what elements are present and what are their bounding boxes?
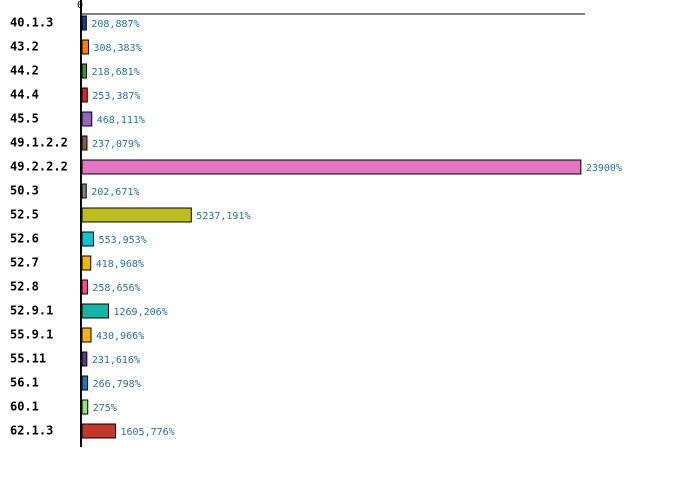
value-label: 218,681% (92, 67, 140, 78)
category-label: 52.8 (10, 280, 39, 294)
bar (81, 231, 95, 247)
bar (81, 279, 88, 295)
value-label: 553,953% (99, 235, 147, 246)
bar (81, 111, 93, 127)
value-label: 1269,206% (113, 307, 167, 318)
value-label: 266,798% (93, 379, 141, 390)
value-label: 202,671% (91, 187, 139, 198)
category-label: 44.4 (10, 88, 39, 102)
value-label: 253,387% (92, 91, 140, 102)
value-label: 430,966% (96, 331, 144, 342)
value-label: 258,656% (92, 283, 140, 294)
category-label: 62.1.3 (10, 424, 53, 438)
bar (81, 327, 92, 343)
bar (81, 351, 88, 367)
value-label: 1605,776% (121, 427, 175, 438)
bar (81, 207, 192, 223)
value-label: 468,111% (97, 115, 145, 126)
value-label: 231,616% (92, 355, 140, 366)
bar (81, 255, 92, 271)
category-label: 52.5 (10, 208, 39, 222)
category-label: 55.11 (10, 352, 46, 366)
value-label: 308,383% (93, 43, 141, 54)
category-label: 49.2.2.2 (10, 160, 68, 174)
category-label: 52.7 (10, 256, 39, 270)
bar (81, 63, 88, 79)
value-label: 5237,191% (196, 211, 250, 222)
bar (81, 375, 89, 391)
value-label: 275% (93, 403, 117, 414)
category-label: 52.9.1 (10, 304, 53, 318)
bar (81, 15, 87, 31)
x-tick-label: 0 (77, 0, 83, 11)
category-label: 40.1.3 (10, 16, 53, 30)
category-label: 43.2 (10, 40, 39, 54)
category-label: 52.6 (10, 232, 39, 246)
bar (81, 39, 89, 55)
category-label: 50.3 (10, 184, 39, 198)
value-label: 23900% (586, 163, 622, 174)
value-label: 208,887% (91, 19, 139, 30)
value-label: 237,079% (92, 139, 140, 150)
category-label: 44.2 (10, 64, 39, 78)
category-label: 55.9.1 (10, 328, 53, 342)
bar (81, 303, 109, 319)
category-label: 56.1 (10, 376, 39, 390)
bar (81, 183, 87, 199)
bar (81, 87, 88, 103)
category-label: 60.1 (10, 400, 39, 414)
bar (81, 399, 89, 415)
bar (81, 159, 582, 175)
bar (81, 135, 88, 151)
bar (81, 423, 117, 439)
category-label: 49.1.2.2 (10, 136, 68, 150)
category-label: 45.5 (10, 112, 39, 126)
value-label: 418,968% (96, 259, 144, 270)
